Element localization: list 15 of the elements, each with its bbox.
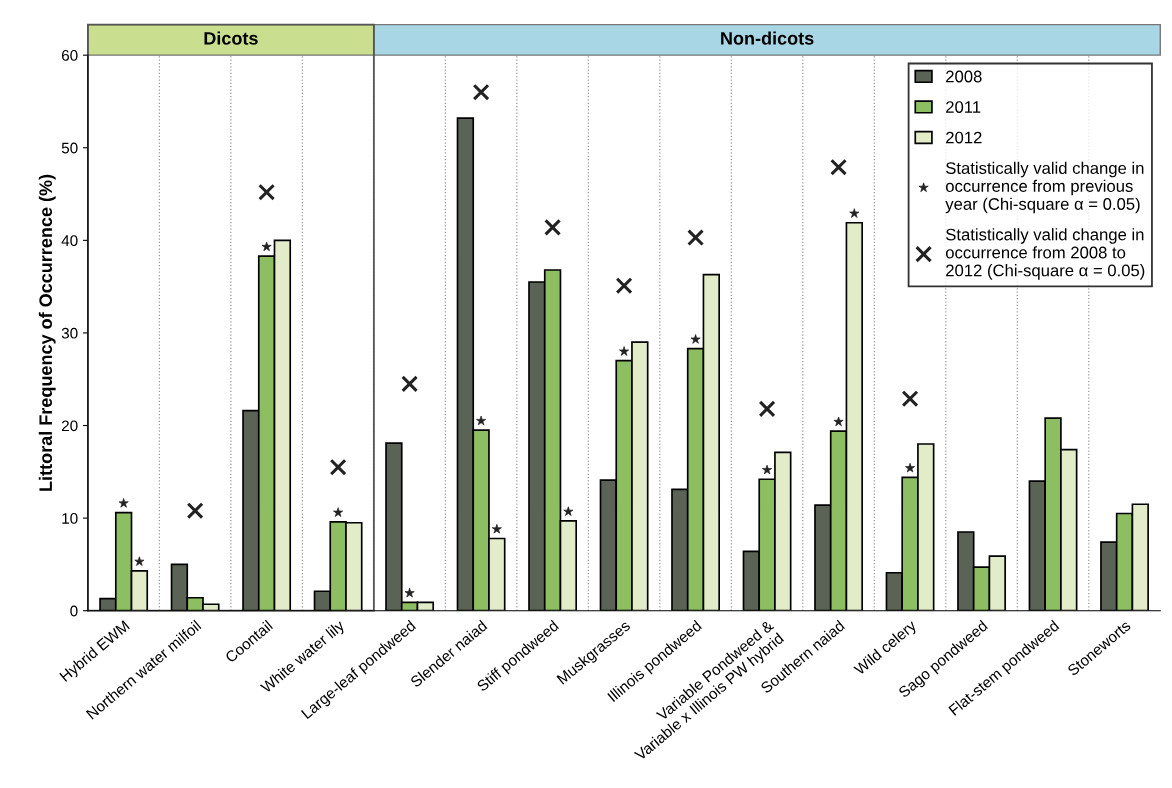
y-tick-label: 60 (61, 50, 78, 61)
y-tick-label: 0 (70, 605, 78, 617)
legend-label: Statistically valid change in occurrence from previous year (Chi-square α = 0.05) (945, 161, 1144, 214)
y-tick-label: 20 (61, 420, 78, 432)
y-axis-title: Littoral Frequency of Occurrence (%) (38, 174, 56, 491)
legend-label: 2012 (946, 131, 982, 144)
y-tick-label: 30 (61, 327, 78, 339)
y-tick-label: 10 (62, 512, 78, 524)
legend-label: 2008 (946, 70, 982, 83)
y-tick-label: 50 (61, 142, 78, 154)
text: Non-dicots (721, 31, 814, 45)
legend-label: Statistically valid change in occurrence from 2008 to 2012 (Chi-square α = 0.05) (945, 228, 1145, 280)
legend-label: 2011 (946, 101, 981, 113)
y-tick-label: 40 (61, 235, 78, 247)
text: Dicots (204, 31, 258, 45)
